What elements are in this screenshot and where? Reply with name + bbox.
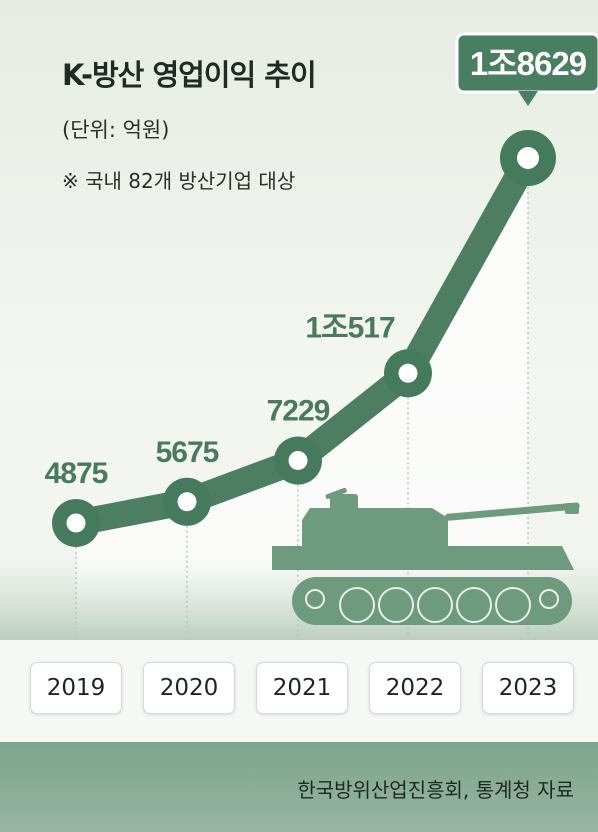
tank-wheel — [305, 589, 325, 609]
tank-hull — [272, 546, 574, 570]
year-box-2023: 2023 — [482, 662, 574, 714]
data-point-2019 — [52, 499, 100, 547]
tank-wheel — [495, 587, 531, 623]
tank-antenna — [325, 487, 347, 500]
data-point-2023 — [500, 130, 556, 186]
chart-title: K-방산 영업이익 추이 — [62, 58, 317, 92]
x-axis-years: 2019 2020 2021 2022 2023 — [0, 640, 598, 742]
year-box-2021: 2021 — [256, 662, 348, 714]
tank-icon — [272, 487, 580, 625]
data-label-2020: 5675 — [156, 436, 219, 469]
tank-hatch — [330, 494, 358, 510]
tank-muzzle — [565, 503, 579, 514]
scope-note: ※ 국내 82개 방산기업 대상 — [62, 169, 296, 193]
footer: 한국방위산업진흥회, 통계청 자료 — [0, 742, 598, 832]
year-box-2020: 2020 — [143, 662, 235, 714]
tank-turret — [302, 508, 448, 548]
tank-barrel — [444, 502, 580, 521]
data-label-2021: 7229 — [267, 395, 330, 428]
unit-note: (단위: 억원) — [62, 118, 170, 142]
year-box-2022: 2022 — [369, 662, 461, 714]
tank-wheel — [378, 587, 414, 623]
data-point-2020 — [163, 477, 211, 526]
year-box-2019: 2019 — [30, 662, 122, 714]
data-label-2023: 1조8629 — [470, 45, 587, 82]
tank-wheel — [456, 587, 492, 623]
tank-wheel — [539, 589, 559, 609]
data-label-2022: 1조517 — [305, 311, 395, 344]
source-note: 한국방위산업진흥회, 통계청 자료 — [297, 778, 574, 802]
data-label-2019: 4875 — [45, 457, 108, 490]
callout-tail — [518, 91, 538, 106]
data-point-2021 — [274, 436, 322, 485]
line-chart: 4875 5675 7229 1조517 1조8629 — [0, 32, 598, 640]
tank-wheel — [417, 587, 453, 623]
tank-wheel — [339, 587, 375, 623]
value-callout: 1조8629 — [455, 32, 598, 106]
data-point-2022 — [384, 349, 432, 398]
